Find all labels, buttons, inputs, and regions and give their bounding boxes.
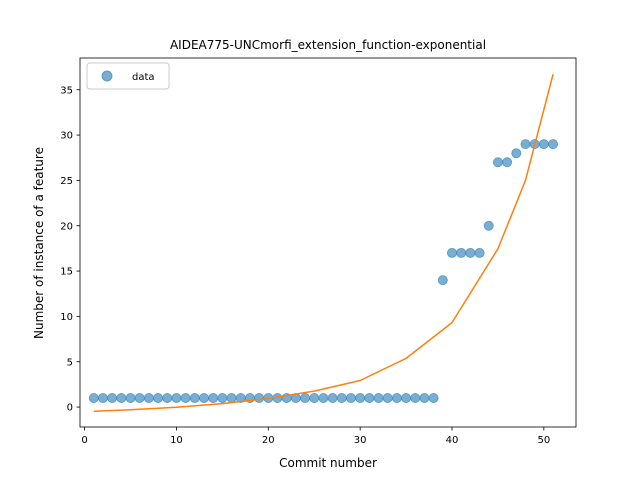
data-point	[419, 392, 430, 403]
data-point	[538, 139, 549, 150]
data-point	[437, 275, 448, 286]
x-tick-label: 0	[81, 435, 87, 446]
data-point	[520, 139, 531, 150]
data-point	[548, 139, 559, 150]
x-tick-label: 20	[262, 435, 275, 446]
y-tick-label: 20	[60, 221, 73, 232]
plot-area	[88, 74, 559, 412]
data-point	[88, 392, 99, 403]
y-tick-label: 35	[60, 85, 73, 96]
data-point	[446, 247, 457, 258]
data-point	[327, 392, 338, 403]
data-point	[180, 392, 191, 403]
axes: 0 10 20 30 40 50 0 5 10 15 20 25 30 35	[60, 57, 577, 446]
data-point	[162, 392, 173, 403]
y-tick-label: 15	[60, 267, 73, 278]
data-point	[116, 392, 127, 403]
data-point	[198, 392, 209, 403]
data-point	[428, 392, 439, 403]
x-axis-title: Commit number	[279, 456, 377, 470]
data-point	[492, 157, 503, 168]
data-point	[483, 220, 494, 231]
data-point	[254, 392, 265, 403]
data-point	[345, 392, 356, 403]
data-point	[355, 392, 366, 403]
legend-marker-data	[101, 70, 113, 82]
data-point	[153, 392, 164, 403]
data-point	[336, 392, 347, 403]
data-point	[134, 392, 145, 403]
data-point	[318, 392, 329, 403]
fit-curve	[93, 74, 554, 412]
data-point	[226, 392, 237, 403]
data-point	[300, 392, 311, 403]
data-point	[189, 392, 200, 403]
x-tick-label: 50	[537, 435, 550, 446]
data-point	[309, 392, 320, 403]
y-tick-label: 0	[67, 403, 73, 414]
data-point	[474, 247, 485, 258]
data-point	[217, 392, 228, 403]
data-point	[410, 392, 421, 403]
y-axis-title: Number of instance of a feature	[32, 147, 46, 339]
data-point	[97, 392, 108, 403]
chart-title: AIDEA775-UNCmorfi_extension_function-exp…	[170, 38, 486, 52]
data-point	[456, 247, 467, 258]
data-point	[373, 392, 384, 403]
data-point	[502, 157, 513, 168]
data-point	[364, 392, 375, 403]
data-point	[401, 392, 412, 403]
axes-frame	[79, 57, 577, 428]
y-tick-label: 5	[67, 357, 73, 368]
x-tick-label: 30	[354, 435, 367, 446]
x-tick-label: 40	[446, 435, 459, 446]
data-point	[382, 392, 393, 403]
legend-label-data: data	[132, 72, 155, 83]
x-tick-label: 10	[170, 435, 183, 446]
data-point	[107, 392, 118, 403]
data-point	[143, 392, 154, 403]
data-point	[511, 148, 522, 159]
y-tick-label: 10	[60, 312, 73, 323]
y-tick-label: 25	[60, 176, 73, 187]
data-point	[208, 392, 219, 403]
data-point	[391, 392, 402, 403]
y-tick-label: 30	[60, 131, 73, 142]
legend-box	[86, 62, 170, 90]
data-point	[465, 247, 476, 258]
data-point	[171, 392, 182, 403]
data-point	[125, 392, 136, 403]
legend: data	[86, 62, 170, 90]
